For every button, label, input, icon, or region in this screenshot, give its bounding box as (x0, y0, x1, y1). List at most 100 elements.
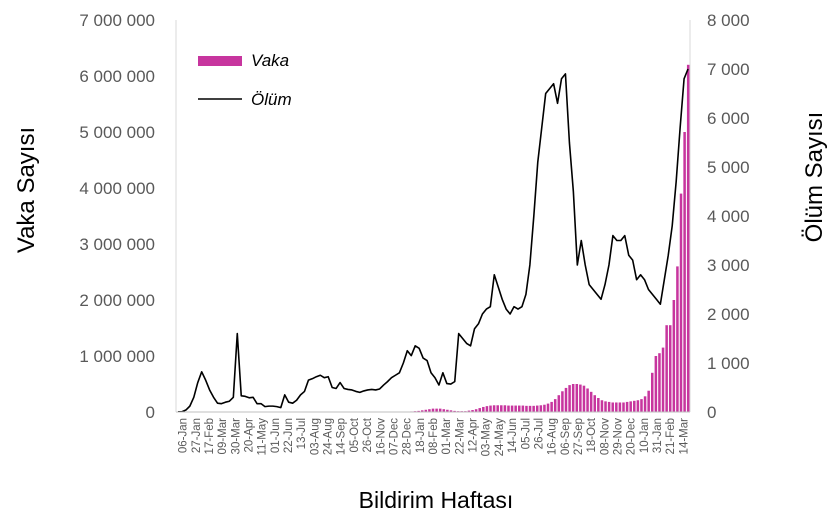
vaka-bar (593, 395, 597, 412)
vaka-bar (625, 401, 629, 412)
vaka-bar (611, 402, 614, 412)
x-tick-label: 31-Jan (652, 418, 664, 453)
vaka-bar (532, 405, 535, 412)
vaka-bar (672, 300, 676, 412)
vaka-bar (600, 400, 604, 412)
x-tick-label: 01-Mar (441, 418, 453, 455)
y-axis-right-title: Ölüm Sayısı (801, 112, 828, 243)
vaka-bar (438, 408, 442, 412)
vaka-bar (686, 64, 690, 413)
vaka-bar (640, 399, 643, 412)
y-left-tick-label: 3 000 000 (79, 235, 155, 254)
x-tick-label: 13-Jul (296, 418, 308, 449)
x-tick-label: 05-Oct (349, 417, 361, 452)
y-left-tick-label: 1 000 000 (79, 347, 155, 366)
vaka-bar (561, 391, 564, 412)
vaka-bar (489, 405, 492, 412)
vaka-bar (496, 405, 499, 412)
vaka-bar (668, 325, 672, 412)
x-tick-label: 21-Feb (665, 418, 677, 454)
legend-olum-label: Ölüm (251, 90, 292, 109)
legend: Vaka Ölüm (198, 51, 292, 109)
vaka-bar (658, 353, 661, 412)
vaka-bar (543, 404, 546, 412)
y-right-tick-label: 4 000 (707, 207, 750, 226)
x-tick-label: 22-Jun (283, 418, 295, 453)
x-tick-label: 30-Mar (230, 418, 242, 455)
olum-line (177, 68, 689, 413)
y-right-tick-label: 1 000 (707, 354, 750, 373)
olum-line-layer (177, 68, 689, 413)
x-tick-label: 29-Nov (613, 418, 625, 455)
vaka-bar (651, 372, 654, 412)
x-tick-label: 10-Jan (639, 418, 651, 453)
y-right-tick-label: 5 000 (707, 158, 750, 177)
vaka-bar (615, 402, 618, 412)
vaka-bar (629, 401, 632, 412)
vaka-bar (431, 408, 435, 412)
vaka-bar (679, 193, 683, 412)
vaka-bar (467, 410, 471, 412)
x-tick-label: 01-Jun (270, 418, 282, 453)
x-tick-label: 26-Oct (362, 417, 374, 452)
y-left-tick-label: 6 000 000 (79, 67, 155, 86)
vaka-bar (654, 356, 658, 412)
vaka-bar (582, 385, 586, 412)
right-axis-ticks: 0 1 000 2 000 3 000 4 000 5 000 6 000 7 000 8 00… (707, 11, 750, 422)
x-tick-label: 03-Aug (309, 418, 321, 455)
vaka-bar (579, 384, 582, 412)
axes (175, 20, 691, 413)
vaka-bar (449, 410, 453, 412)
vaka-bar (568, 385, 571, 412)
vaka-bar (604, 401, 607, 412)
x-tick-label: 22-Mar (454, 418, 466, 455)
x-tick-label: 12-Apr (468, 418, 480, 453)
x-tick-label: 14-Jun (507, 418, 519, 453)
vaka-bar (478, 408, 481, 412)
vaka-bar (661, 347, 665, 412)
vaka-bar (514, 405, 517, 412)
vaka-bar (647, 390, 650, 412)
vaka-bar (589, 391, 593, 412)
y-right-tick-label: 7 000 (707, 60, 750, 79)
x-tick-label: 09-Mar (217, 418, 229, 455)
vaka-bar (571, 384, 575, 412)
x-tick-label: 17-Feb (204, 418, 216, 454)
vaka-bar (564, 387, 568, 412)
x-axis-ticks: 06-Jan 27-Jan 17-Feb 09-Mar 30-Mar 20-Apr 11-M… (178, 417, 691, 456)
vaka-bar (622, 402, 625, 412)
vaka-bar (435, 408, 438, 412)
x-tick-label: 08-Nov (599, 418, 611, 455)
x-tick-label: 24-May (494, 418, 506, 457)
x-tick-label: 08-Feb (428, 418, 440, 454)
x-tick-label: 14-Mar (678, 418, 690, 455)
x-tick-label: 27-Sep (573, 418, 585, 455)
x-tick-label: 06-Sep (560, 418, 572, 455)
vaka-bar (539, 405, 543, 412)
vaka-bars (291, 64, 690, 413)
vaka-bar (474, 409, 478, 412)
vaka-bar (528, 405, 532, 412)
vaka-bar (553, 399, 557, 412)
vaka-bar (424, 409, 428, 412)
vaka-bar (428, 409, 431, 412)
vaka-bar (525, 405, 528, 412)
legend-vaka-swatch (198, 56, 242, 66)
y-right-tick-label: 2 000 (707, 305, 750, 324)
vaka-bar (518, 405, 521, 412)
vaka-bar (485, 406, 489, 412)
vaka-bar (597, 398, 600, 412)
x-tick-label: 20-Apr (243, 418, 255, 453)
vaka-bar (676, 266, 679, 412)
vaka-bar (500, 405, 503, 412)
x-tick-label: 18-Oct (586, 417, 598, 452)
vaka-bar (643, 396, 647, 412)
y-left-tick-label: 7 000 000 (79, 11, 155, 30)
vaka-bar (446, 409, 449, 412)
x-tick-label: 16-Aug (547, 418, 559, 455)
vaka-bar (636, 400, 640, 412)
x-tick-label: 03-May (481, 418, 493, 457)
legend-vaka-label: Vaka (251, 51, 289, 70)
